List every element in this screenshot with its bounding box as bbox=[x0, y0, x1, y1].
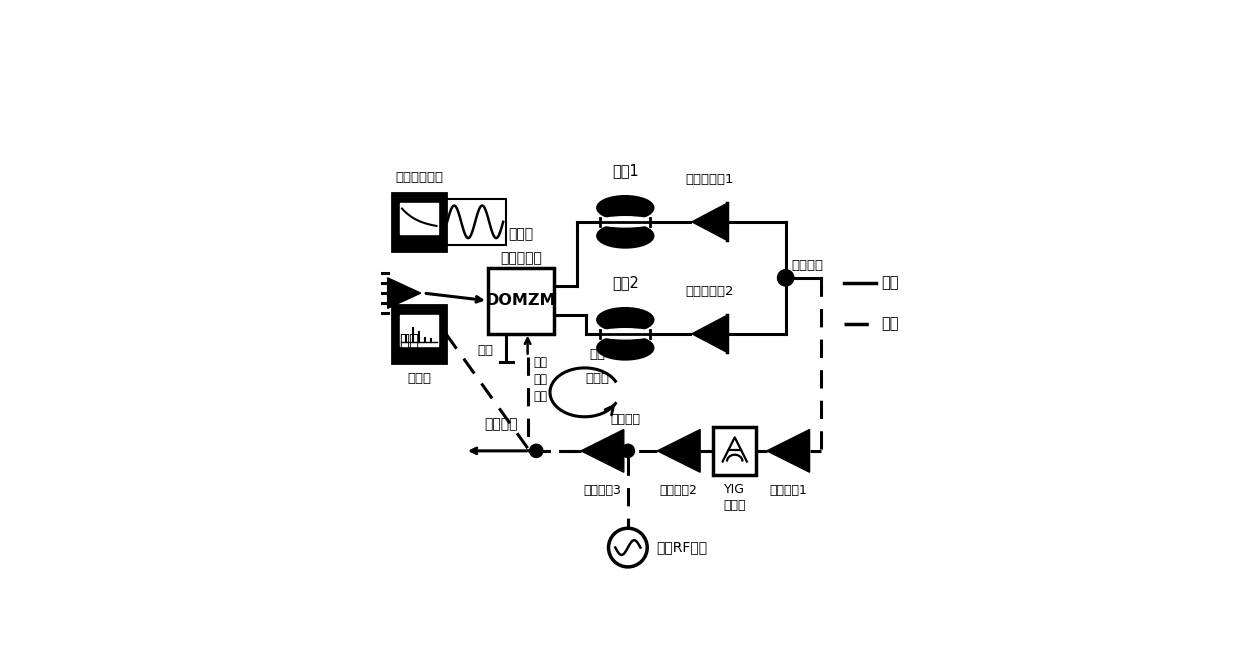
Ellipse shape bbox=[598, 308, 653, 331]
Text: 振荡环: 振荡环 bbox=[585, 371, 609, 385]
Text: 光电: 光电 bbox=[589, 348, 605, 361]
Text: YIG
滤波器: YIG 滤波器 bbox=[723, 483, 746, 512]
Text: DOMZM: DOMZM bbox=[486, 293, 557, 308]
Polygon shape bbox=[388, 278, 420, 309]
Polygon shape bbox=[582, 430, 624, 472]
FancyBboxPatch shape bbox=[393, 305, 446, 363]
Ellipse shape bbox=[598, 224, 653, 247]
Text: 电耦合器: 电耦合器 bbox=[610, 413, 640, 426]
Ellipse shape bbox=[598, 329, 653, 339]
Polygon shape bbox=[692, 315, 727, 352]
Text: 双输出: 双输出 bbox=[508, 227, 533, 241]
Text: 射频
驱动
端口: 射频 驱动 端口 bbox=[533, 356, 548, 403]
Text: 光纤1: 光纤1 bbox=[613, 163, 639, 178]
Text: 电路: 电路 bbox=[880, 316, 898, 331]
Text: 激光: 激光 bbox=[399, 332, 419, 350]
FancyBboxPatch shape bbox=[401, 315, 439, 346]
FancyBboxPatch shape bbox=[401, 203, 439, 233]
Text: 电放大器2: 电放大器2 bbox=[660, 484, 698, 497]
Circle shape bbox=[529, 444, 543, 457]
Circle shape bbox=[415, 353, 424, 362]
Text: 光电探测器1: 光电探测器1 bbox=[684, 173, 734, 186]
FancyBboxPatch shape bbox=[487, 268, 554, 334]
Polygon shape bbox=[657, 430, 701, 472]
Text: 电谱仪: 电谱仪 bbox=[407, 372, 432, 385]
Text: 光路: 光路 bbox=[880, 276, 898, 290]
Text: 光电探测器2: 光电探测器2 bbox=[684, 285, 734, 298]
Text: 偏置: 偏置 bbox=[477, 344, 494, 356]
Text: 强度调制器: 强度调制器 bbox=[500, 251, 542, 266]
Polygon shape bbox=[766, 430, 810, 472]
Text: 光纤2: 光纤2 bbox=[611, 276, 639, 291]
Circle shape bbox=[777, 270, 794, 286]
Text: 电放大器1: 电放大器1 bbox=[769, 484, 807, 497]
Text: 信号源分析仪: 信号源分析仪 bbox=[396, 171, 443, 184]
Text: 注入RF信号: 注入RF信号 bbox=[656, 541, 707, 555]
FancyBboxPatch shape bbox=[713, 427, 756, 475]
Circle shape bbox=[415, 241, 424, 250]
Ellipse shape bbox=[598, 217, 653, 227]
Text: 射频信号: 射频信号 bbox=[484, 418, 517, 432]
Text: 光耦合器: 光耦合器 bbox=[792, 258, 823, 272]
Ellipse shape bbox=[598, 196, 653, 219]
Text: 电放大器3: 电放大器3 bbox=[584, 484, 621, 497]
Circle shape bbox=[621, 444, 635, 457]
Ellipse shape bbox=[598, 336, 653, 360]
FancyBboxPatch shape bbox=[393, 192, 446, 251]
Polygon shape bbox=[692, 204, 727, 240]
